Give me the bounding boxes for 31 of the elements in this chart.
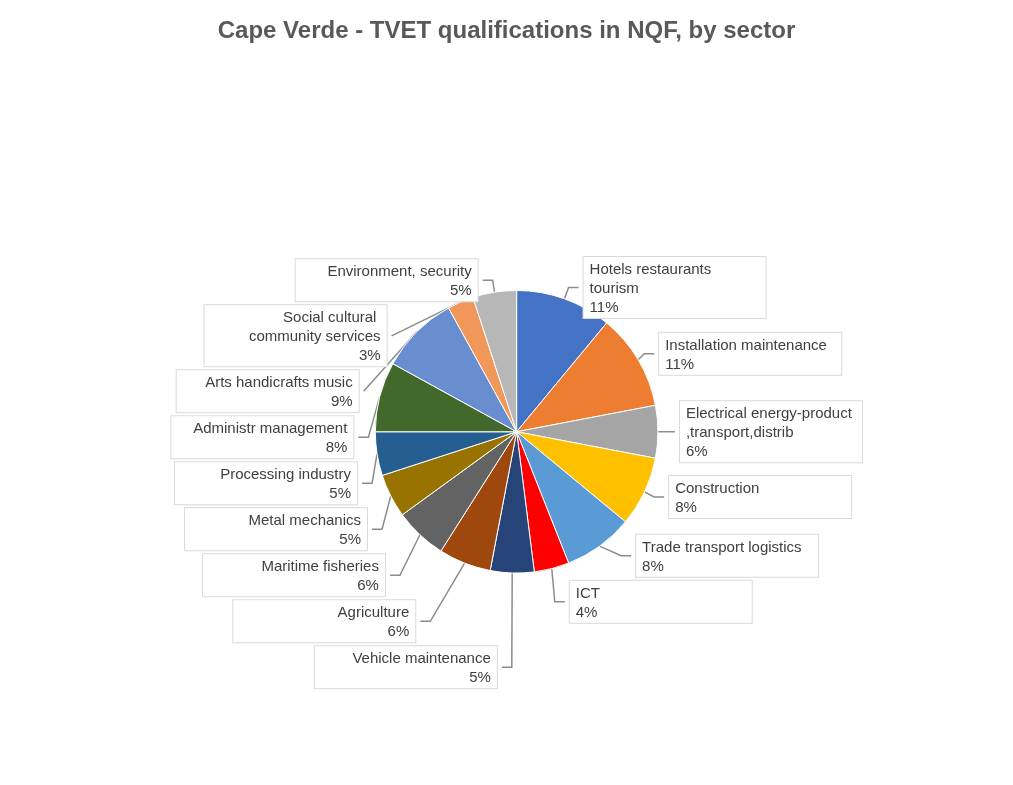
- data-label: 11%: [665, 354, 695, 372]
- slice-label: Administr management: [193, 419, 349, 437]
- data-label: 3%: [358, 346, 381, 364]
- chart-title: Cape Verde - TVET qualifications in NQF, by sector: [217, 15, 796, 43]
- data-label: 5%: [339, 530, 362, 548]
- data-label: 5%: [449, 281, 472, 299]
- data-label: 5%: [469, 668, 491, 686]
- data-label: 6%: [685, 442, 708, 460]
- slice-label: Environment, security: [327, 262, 473, 280]
- slice-label: Processing industry: [220, 465, 352, 483]
- slice-label: Vehicle maintenance: [352, 649, 491, 667]
- data-label: 5%: [329, 484, 352, 502]
- slice-label: ICT: [575, 583, 600, 601]
- data-label: 8%: [325, 438, 348, 456]
- data-label: 8%: [642, 556, 664, 574]
- slice-label: Construction: [675, 479, 760, 497]
- slice-label: Metal mechanics: [248, 511, 362, 529]
- slice-label: Maritime fisheries: [261, 557, 379, 575]
- slice-label: Installation maintenance: [665, 335, 827, 353]
- slice-label: Hotels restaurants tourism: [589, 260, 716, 297]
- data-label: 6%: [357, 576, 379, 594]
- data-label: 8%: [675, 498, 697, 516]
- slice-label: Agriculture: [337, 603, 410, 621]
- slice-label: Electrical energy-product,transport,distrib: [685, 404, 853, 441]
- data-label: 11%: [589, 298, 619, 316]
- slice-label: Social cultural community services: [248, 308, 381, 345]
- data-label: 9%: [331, 392, 353, 410]
- data-label: 6%: [387, 622, 410, 640]
- slice-label: Trade transport logistics: [642, 537, 802, 555]
- slice-label: Arts handicrafts music: [205, 373, 354, 391]
- data-label: 4%: [575, 602, 598, 620]
